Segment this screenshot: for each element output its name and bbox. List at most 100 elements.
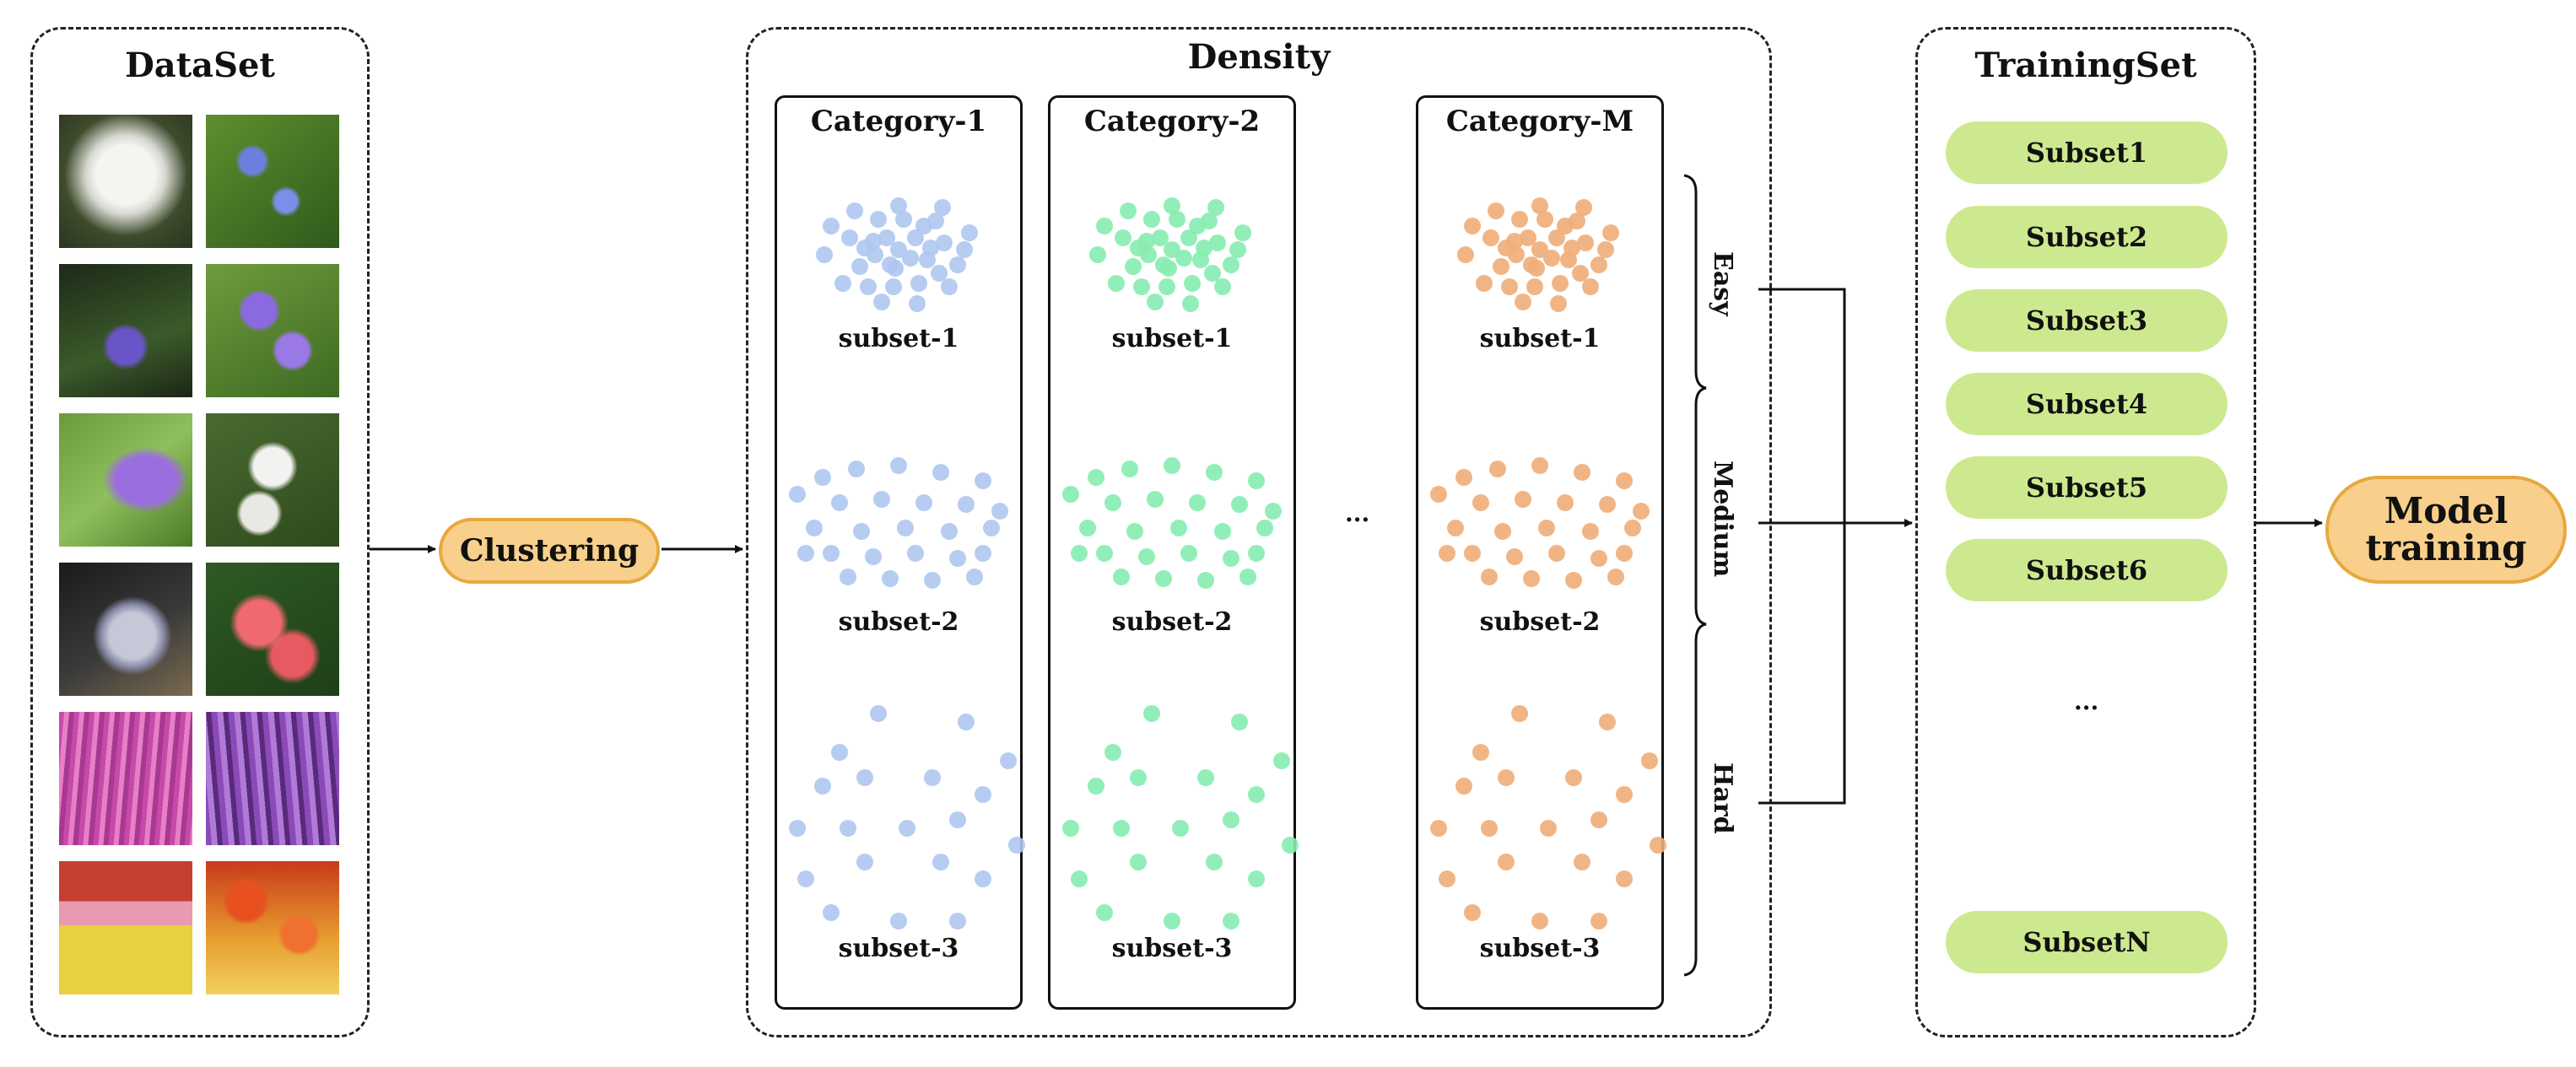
cluster-dot <box>1489 461 1506 477</box>
cluster-dot <box>1590 811 1607 828</box>
category-2-box <box>1048 95 1296 1010</box>
cluster-dot <box>1223 550 1239 567</box>
cluster-dot <box>1447 520 1464 536</box>
cluster-dot <box>1607 569 1624 585</box>
cluster-dot <box>1481 820 1498 837</box>
cluster-dot <box>924 769 941 786</box>
cluster-dot <box>1457 246 1474 263</box>
cluster-dot <box>1231 496 1248 513</box>
cluster-dot <box>975 786 991 803</box>
cat1-subset-3-label: subset-3 <box>838 934 959 963</box>
cluster-dot <box>1520 229 1536 246</box>
cluster-dot <box>949 550 966 567</box>
training-subset-4: Subset4 <box>1946 373 2228 435</box>
cluster-dot <box>1256 520 1273 536</box>
cluster-dot <box>823 545 840 562</box>
cluster-dot <box>1079 520 1096 536</box>
cluster-dot <box>1494 523 1511 540</box>
cluster-dot <box>1531 913 1548 930</box>
clustering-node: Clustering <box>439 518 660 584</box>
flower-photo-6 <box>206 413 339 547</box>
cluster-dot <box>1523 570 1540 587</box>
cluster-dot <box>887 260 904 277</box>
cluster-dot <box>1214 523 1231 540</box>
cat2-subset-1-label: subset-1 <box>1111 324 1233 353</box>
cluster-dot <box>975 870 991 887</box>
cluster-dot <box>867 246 883 263</box>
cluster-dot <box>1164 913 1180 930</box>
cluster-dot <box>1439 545 1455 562</box>
training-subset-6-label: Subset6 <box>2025 554 2148 586</box>
cluster-dot <box>1071 870 1088 887</box>
cluster-dot <box>1582 523 1599 540</box>
cluster-dot <box>870 705 887 722</box>
cluster-dot <box>949 913 966 930</box>
cluster-dot <box>1113 569 1130 585</box>
cluster-dot <box>1506 548 1523 565</box>
cat2-subset-2-label: subset-2 <box>1111 607 1233 637</box>
cluster-dot <box>1126 523 1143 540</box>
training-subset-6: Subset6 <box>1946 539 2228 601</box>
cluster-dot <box>1071 545 1088 562</box>
flower-photo-12 <box>206 861 339 994</box>
cluster-dot <box>1597 241 1614 258</box>
cluster-dot <box>1209 234 1226 251</box>
training-subset-n: SubsetN <box>1946 911 2228 973</box>
cluster-dot <box>899 820 915 837</box>
cluster-dot <box>1121 461 1138 477</box>
cluster-dot <box>1472 494 1489 511</box>
cat1-subset-2-label: subset-2 <box>838 607 959 637</box>
training-subset-5-label: Subset5 <box>2025 472 2148 504</box>
cluster-dot <box>1265 503 1282 520</box>
cluster-dot <box>1248 472 1265 489</box>
cluster-dot <box>1481 569 1498 585</box>
cluster-dot <box>1170 520 1187 536</box>
cluster-dot <box>1130 854 1147 870</box>
cluster-dot <box>1172 820 1189 837</box>
cluster-dot <box>885 278 902 295</box>
cluster-dot <box>1552 275 1569 292</box>
cluster-dot <box>1273 752 1290 769</box>
cluster-dot <box>1223 913 1239 930</box>
cluster-dot <box>1455 469 1472 486</box>
flower-photo-10 <box>206 712 339 845</box>
category-m-title: Category-M <box>1445 105 1634 138</box>
cluster-dot <box>1115 229 1131 246</box>
flower-photo-2 <box>206 115 339 248</box>
cluster-dot <box>983 520 1000 536</box>
cluster-dot <box>1189 494 1206 511</box>
cluster-dot <box>1563 240 1580 256</box>
cluster-dot <box>1248 786 1265 803</box>
cluster-dot <box>1464 218 1481 234</box>
flower-photo-7 <box>59 563 192 696</box>
cluster-dot <box>1197 572 1214 589</box>
training-subset-2: Subset2 <box>1946 206 2228 268</box>
cluster-dot <box>907 545 924 562</box>
cluster-dot <box>932 464 949 481</box>
cluster-dot <box>1169 211 1185 228</box>
cluster-dot <box>1616 870 1633 887</box>
cluster-dot <box>865 548 882 565</box>
cluster-dot <box>1543 250 1560 267</box>
cluster-dot <box>1557 494 1574 511</box>
cluster-dot <box>949 811 966 828</box>
cluster-dot <box>915 494 932 511</box>
cluster-dot <box>1229 241 1246 258</box>
cluster-dot <box>1180 545 1197 562</box>
cluster-dot <box>1152 229 1169 246</box>
cluster-dot <box>1088 778 1104 795</box>
category-1-title: Category-1 <box>810 105 987 138</box>
cluster-dot <box>1223 256 1239 273</box>
cluster-dot <box>890 913 907 930</box>
cluster-dot <box>1158 278 1175 295</box>
cluster-dot <box>1184 275 1201 292</box>
cluster-dot <box>1557 218 1574 234</box>
density-title: Density <box>1187 37 1331 77</box>
training-subset-2-label: Subset2 <box>2025 221 2148 253</box>
cluster-dot <box>1508 246 1525 263</box>
cluster-dot <box>1590 913 1607 930</box>
cluster-dot <box>1196 240 1212 256</box>
cluster-dot <box>834 275 851 292</box>
cluster-dot <box>1602 224 1619 241</box>
